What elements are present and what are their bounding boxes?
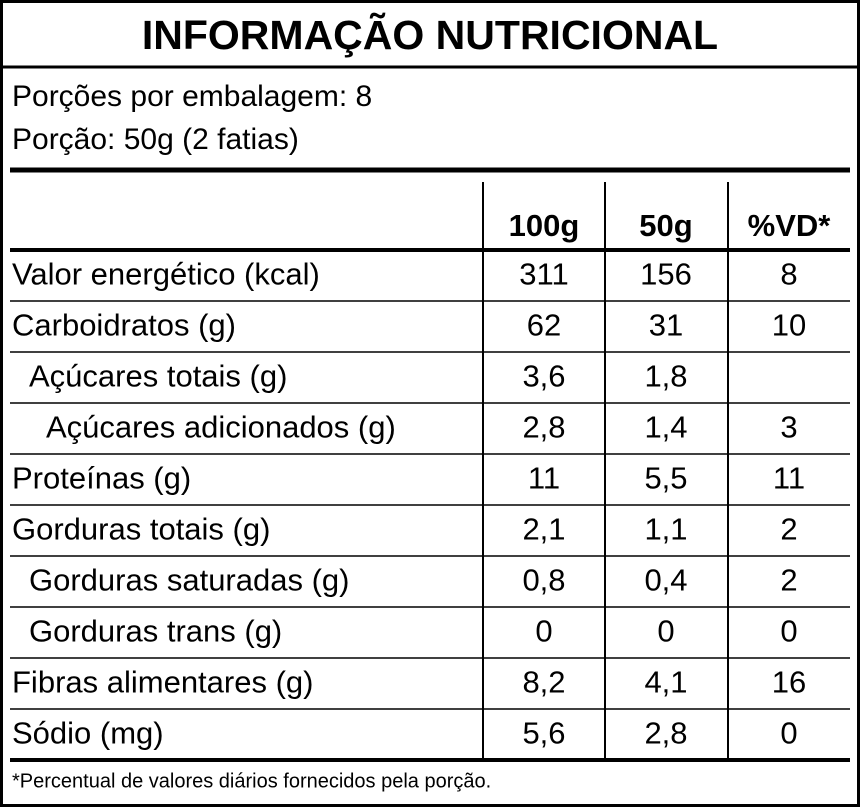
nutrient-value: 5,5 [644, 461, 687, 496]
nutrient-value: 0 [535, 614, 552, 649]
nutrient-name: Açúcares adicionados (g) [46, 410, 396, 445]
nutrient-name: Gorduras saturadas (g) [29, 563, 349, 598]
nutrient-name: Fibras alimentares (g) [12, 665, 313, 700]
nutrient-value: 11 [528, 461, 560, 496]
nutrient-value: 31 [649, 308, 683, 343]
nutrient-value: 62 [527, 308, 561, 343]
nutrient-value: 2,8 [522, 410, 565, 445]
nutrient-name: Sódio (mg) [12, 716, 164, 751]
nutrient-value: 3 [780, 410, 797, 445]
nutrient-name: Gorduras totais (g) [12, 512, 270, 547]
footnote: *Percentual de valores diários fornecido… [12, 770, 491, 792]
nutrient-name: Açúcares totais (g) [29, 359, 287, 394]
nutrient-value: 0 [657, 614, 674, 649]
nutrient-value: 5,6 [522, 716, 565, 751]
nutrient-name: Carboidratos (g) [12, 308, 236, 343]
nutrient-value: 311 [519, 257, 568, 292]
column-header: 100g [509, 208, 580, 243]
nutrient-name: Gorduras trans (g) [29, 614, 282, 649]
nutrient-name: Proteínas (g) [12, 461, 191, 496]
label-title: INFORMAÇÃO NUTRICIONAL [142, 12, 718, 58]
nutrient-value: 0 [780, 716, 797, 751]
nutrient-value: 2 [780, 512, 797, 547]
nutrient-value: 10 [772, 308, 806, 343]
nutrient-value: 1,8 [644, 359, 687, 394]
column-header: %VD* [748, 208, 832, 243]
nutrient-value: 3,6 [522, 359, 565, 394]
nutrient-value: 1,1 [644, 512, 687, 547]
nutrient-name: Valor energético (kcal) [12, 257, 320, 292]
nutrient-value: 0,4 [644, 563, 687, 598]
nutrient-value: 156 [640, 257, 692, 292]
nutrient-value: 16 [772, 665, 806, 700]
nutrient-value: 4,1 [644, 665, 687, 700]
nutrient-value: 0 [780, 614, 797, 649]
servings-per-package: Porções por embalagem: 8 [12, 80, 372, 113]
nutrient-value: 2,1 [522, 512, 565, 547]
nutrient-value: 1,4 [644, 410, 687, 445]
column-header: 50g [639, 208, 692, 243]
nutrient-value: 8 [780, 257, 797, 292]
nutrient-value: 0,8 [522, 563, 565, 598]
serving-size: Porção: 50g (2 fatias) [12, 123, 299, 156]
nutrient-value: 8,2 [522, 665, 565, 700]
nutrient-value: 2 [780, 563, 797, 598]
nutrient-value: 2,8 [644, 716, 687, 751]
nutrient-value: 11 [773, 461, 805, 496]
